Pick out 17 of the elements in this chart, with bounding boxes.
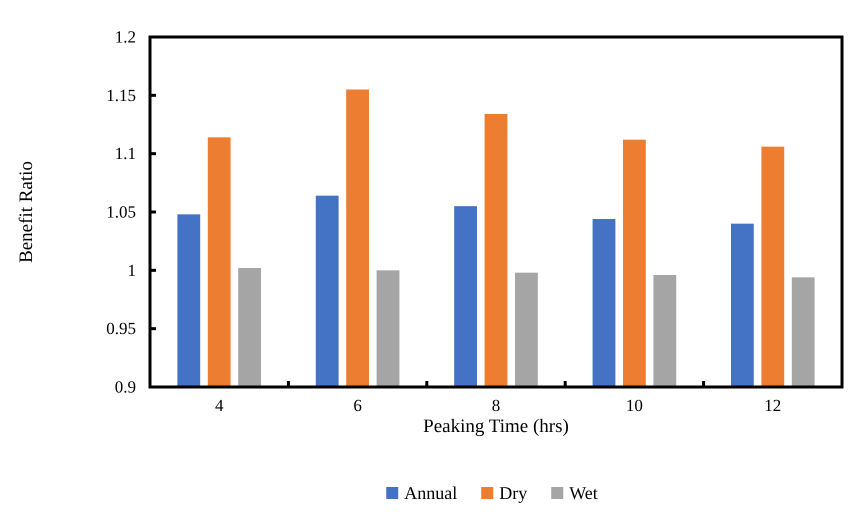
y-tick-label: 0.95 [106,319,136,338]
x-tick-label: 10 [626,396,643,416]
x-tick-label: 4 [214,396,224,416]
y-tick-label: 1.2 [114,27,136,46]
y-tick-label: 0.9 [114,377,136,396]
y-tick-label: 1 [128,260,136,280]
y-tick-label: 1.1 [114,144,136,164]
x-tick-label: 8 [492,396,500,416]
x-tick-label: 12 [764,396,782,416]
y-tick-label: 1.15 [106,86,136,105]
x-tick-label: 6 [353,396,362,416]
legend-label: Annual [404,483,458,503]
legend-label: Wet [569,483,598,503]
y-tick-label: 1.05 [106,202,136,222]
legend-label: Dry [499,483,528,503]
y-axis-title: Benefit Ratio [16,161,37,263]
x-axis-title: Peaking Time (hrs) [423,416,569,437]
